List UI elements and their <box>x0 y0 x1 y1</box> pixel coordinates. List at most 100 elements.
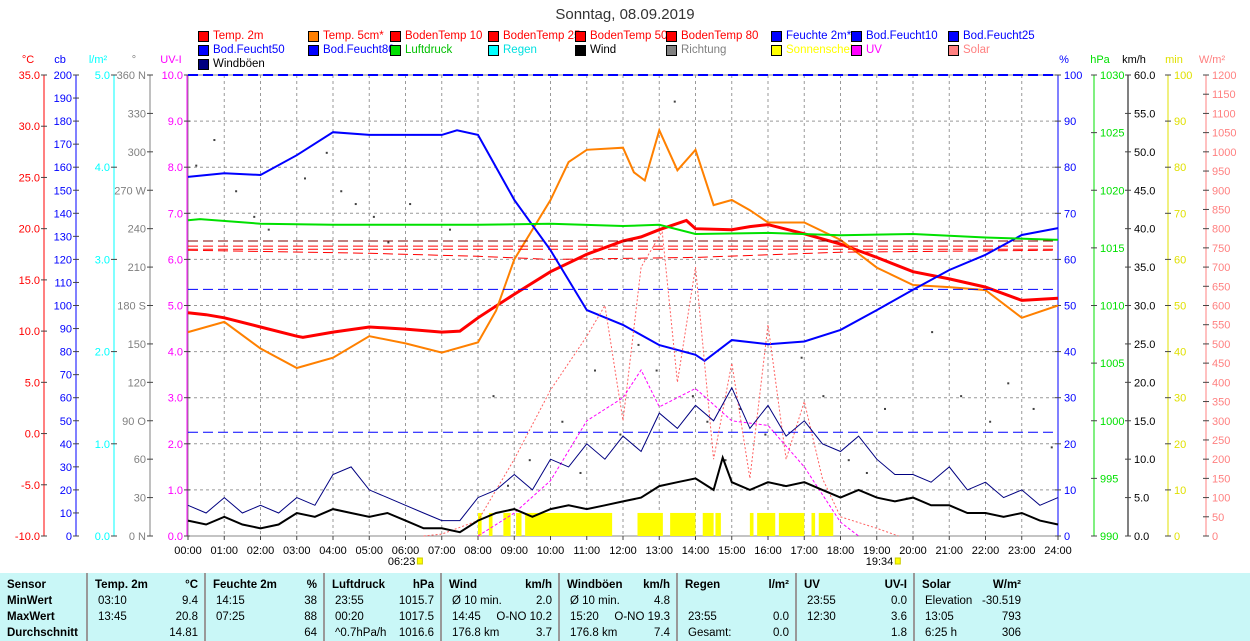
direction-point <box>931 331 934 334</box>
axis-tick-label-press: 995 <box>1100 473 1118 485</box>
stats-column: Windböen km/h Ø 10 min. 4.8 15:20 O-NO 19.3 17… <box>560 573 678 641</box>
stats-value: 1.8 <box>891 627 907 639</box>
legend-item: Wind <box>575 44 616 56</box>
direction-point <box>579 471 582 474</box>
x-tick-label: 13:00 <box>645 545 673 557</box>
axis-tick-label-solar: 450 <box>1212 358 1230 370</box>
axis-unit-temp: °C <box>22 54 34 66</box>
stats-value: 2.0 <box>536 595 552 607</box>
axis-tick-label-wind: 15.0 <box>1134 416 1155 428</box>
axis-tick-label-press: 1020 <box>1100 185 1124 197</box>
direction-point <box>449 228 451 231</box>
stats-time: 13:05 <box>925 611 954 623</box>
axis-tick-label-press: 1025 <box>1100 128 1124 140</box>
axis-tick-label-solar: 1200 <box>1212 70 1236 82</box>
axis-tick-label-cb: 170 <box>54 139 72 151</box>
stats-time: ^0.7hPa/h <box>335 627 387 639</box>
x-tick-label: 10:00 <box>537 545 565 557</box>
direction-point <box>822 395 825 398</box>
x-tick-label: 09:00 <box>500 545 528 557</box>
axis-tick-label-uv: 10.0 <box>162 70 183 82</box>
direction-point <box>1007 382 1010 385</box>
stats-value: 20.8 <box>175 611 198 623</box>
axis-tick-label-solar: 550 <box>1212 320 1230 332</box>
axis-tick-label-solar: 600 <box>1212 301 1230 313</box>
x-tick-label: 20:00 <box>899 545 927 557</box>
stats-value: 0.0 <box>773 627 789 639</box>
axis-tick-label-cb: 90 <box>60 324 72 336</box>
legend-swatch <box>948 44 959 56</box>
direction-point <box>637 343 640 346</box>
axis-tick-label-uv: 9.0 <box>168 116 183 128</box>
axis-tick-label-sun: 0 <box>1174 531 1180 543</box>
axis-tick-label-solar: 400 <box>1212 377 1230 389</box>
sunshine-bar <box>778 512 805 536</box>
axis-tick-label-temp: 0.0 <box>25 429 40 441</box>
stats-header: Sensor <box>7 579 46 591</box>
axis-tick-label-dir: 330 <box>128 108 146 120</box>
legend-swatch <box>198 58 209 70</box>
axis-tick-label-dir: 270 W <box>114 185 146 197</box>
stats-time: Gesamt: <box>688 627 732 639</box>
stats-column: Sensor MinWert MaxWert Durchschnitt <box>0 573 88 641</box>
direction-point <box>619 433 622 436</box>
legend-item: UV <box>851 44 882 56</box>
legend-swatch <box>488 44 499 56</box>
series-uv <box>477 368 859 537</box>
axis-tick-label-solar: 250 <box>1212 435 1230 447</box>
stats-time: 14:45 <box>452 611 481 623</box>
stats-value: 1017.5 <box>398 611 434 623</box>
axis-unit-solar: W/m² <box>1199 54 1226 66</box>
axis-tick-label-cb: 150 <box>54 185 72 197</box>
axis-unit-press: hPa <box>1090 54 1110 66</box>
series-feuchte-2m- <box>187 129 1059 363</box>
series-luftdruck <box>187 218 1058 241</box>
weather-chart: °C 35.0 30.0 25.0 20.0 15.0 10.0 5.0 0.0 -5.0 -10.… <box>15 54 1237 568</box>
axis-tick-label-wind: 60.0 <box>1134 70 1155 82</box>
axis-tick-label-dir: 30 <box>134 493 146 505</box>
legend-item: Bod.Feucht25 <box>948 30 1035 42</box>
legend-label: Sonnenschein <box>786 44 859 56</box>
axis-tick-label-dir: 150 <box>128 339 146 351</box>
axis-tick-label-rain: 4.0 <box>95 162 110 174</box>
axis-tick-label-hum: 30 <box>1064 393 1076 405</box>
stats-column: Solar W/m² Elevation -30.519 13:05 793 6:25 h 3… <box>915 573 1031 641</box>
stats-time: 176.8 km <box>570 627 618 639</box>
sunshine-bar <box>818 512 834 536</box>
axis-tick-label-sun: 90 <box>1174 116 1186 128</box>
stats-value: -30.519 <box>981 595 1021 607</box>
legend-item: BodenTemp 80 <box>666 30 758 42</box>
axis-tick-label-cb: 70 <box>60 370 72 382</box>
axis-tick-label-hum: 90 <box>1064 116 1076 128</box>
axis-tick-label-solar: 500 <box>1212 339 1230 351</box>
axis-tick-label-uv: 2.0 <box>168 439 183 451</box>
axis-unit-wind: km/h <box>1122 54 1146 66</box>
legend-label: BodenTemp 25 <box>503 30 581 42</box>
legend-swatch <box>851 30 862 42</box>
sunshine-bar <box>488 512 493 536</box>
series-solar <box>423 229 899 537</box>
stats-unit: km/h <box>525 579 552 591</box>
x-tick-label: 07:00 <box>428 545 456 557</box>
axis-tick-label-rain: 2.0 <box>95 347 110 359</box>
axis-tick-label-cb: 100 <box>54 301 72 313</box>
stats-value: 1016.6 <box>398 627 434 639</box>
axis-tick-label-cb: 50 <box>60 416 72 428</box>
axis-tick-label-solar: 1000 <box>1212 147 1236 159</box>
legend-item: BodenTemp 10 <box>390 30 482 42</box>
stats-time: Ø 10 min. <box>570 595 620 607</box>
legend-label: UV <box>866 44 882 56</box>
axis-tick-label-cb: 0 <box>66 531 72 543</box>
axis-tick-label-sun: 10 <box>1174 485 1186 497</box>
axis-tick-label-temp: -5.0 <box>21 480 40 492</box>
direction-point <box>267 228 270 231</box>
stats-unit: hPa <box>412 579 434 591</box>
legend-label: Windböen <box>213 58 265 70</box>
axis-tick-label-solar: 300 <box>1212 416 1230 428</box>
x-tick-label: 18:00 <box>827 545 855 557</box>
x-tick-label: 02:00 <box>247 545 275 557</box>
direction-point <box>340 190 343 193</box>
stats-unit: km/h <box>643 579 670 591</box>
direction-point <box>235 190 238 193</box>
legend-item: Solar <box>948 44 990 56</box>
